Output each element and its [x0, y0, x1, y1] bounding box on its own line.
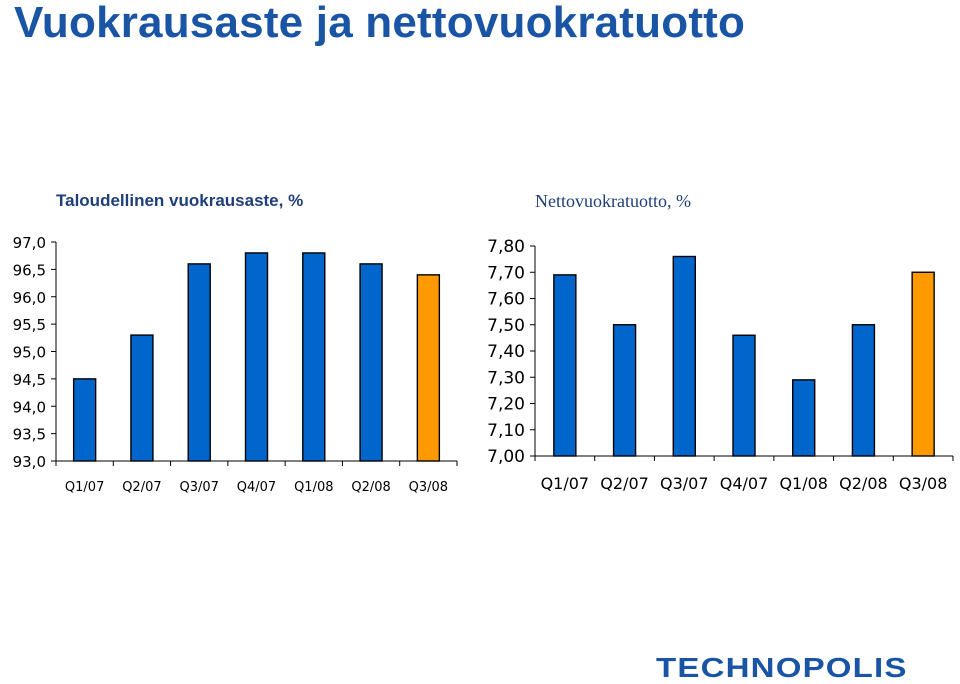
bar-q1-07	[553, 274, 577, 457]
y-tick-label: 7,70	[487, 263, 525, 283]
x-tick-label: Q3/07	[179, 480, 218, 495]
bar-q4-07	[732, 334, 756, 457]
x-tick-label: Q1/07	[541, 474, 590, 493]
bar-q3-08	[911, 271, 935, 457]
x-tick-label: Q4/07	[237, 480, 276, 495]
y-tick-label: 7,00	[487, 447, 525, 467]
x-tick-label: Q3/08	[899, 474, 948, 493]
y-tick-label: 94,5	[13, 371, 46, 389]
bar-q1-08	[302, 252, 326, 462]
chart-title-occupancy: Taloudellinen vuokrausaste, %	[56, 191, 304, 210]
bar-q3-07	[672, 255, 696, 457]
x-tick-label: Q2/08	[839, 474, 888, 493]
x-tick-label: Q1/07	[65, 480, 104, 495]
y-tick-label: 7,30	[487, 368, 525, 388]
y-tick-label: 95,0	[13, 344, 46, 362]
y-tick-label: 7,50	[487, 316, 525, 336]
x-tick-label: Q1/08	[779, 474, 828, 493]
x-tick-label: Q1/08	[294, 480, 333, 495]
chart-occupancy-rate: 93,0 93,5 94,0 94,5 95,0 95,5 96,0 96,5 97,0 Q1/0…	[13, 234, 458, 495]
technopolis-logo: TECHNOPOLIS	[656, 652, 908, 683]
x-tick-label: Q2/07	[600, 474, 649, 493]
page-title: Vuokrausaste ja nettovuokratuotto	[14, 0, 746, 47]
y-tick-label: 7,40	[487, 342, 525, 362]
bar-q3-08	[416, 274, 441, 462]
bar-q1-08	[792, 379, 816, 457]
y-tick-label: 96,0	[13, 289, 46, 307]
y-tick-label: 93,0	[13, 453, 46, 471]
y-tick-label: 96,5	[13, 261, 46, 279]
bar-q4-07	[244, 252, 269, 462]
y-tick-label: 95,5	[13, 316, 46, 334]
x-tick-label: Q2/07	[122, 480, 161, 495]
y-tick-label: 94,0	[13, 398, 46, 416]
bar-q2-07	[130, 334, 154, 462]
y-tick-label: 7,60	[487, 290, 525, 310]
y-tick-label: 7,20	[487, 395, 525, 415]
y-tick-label: 93,5	[13, 426, 46, 444]
chart-title-net-yield: Nettovuokratuotto, %	[535, 191, 691, 211]
y-tick-label: 7,10	[487, 421, 525, 441]
bar-q3-07	[187, 263, 211, 462]
bar-q2-07	[612, 324, 637, 457]
bar-q2-08	[359, 263, 383, 462]
bar-q1-07	[72, 378, 97, 462]
y-tick-label: 7,80	[487, 237, 525, 257]
x-tick-label: Q2/08	[351, 480, 390, 495]
x-tick-label: Q3/07	[660, 474, 709, 493]
x-tick-label: Q3/08	[409, 480, 448, 495]
x-tick-label: Q4/07	[720, 474, 769, 493]
bar-q2-08	[851, 324, 876, 457]
y-tick-label: 97,0	[13, 234, 46, 252]
